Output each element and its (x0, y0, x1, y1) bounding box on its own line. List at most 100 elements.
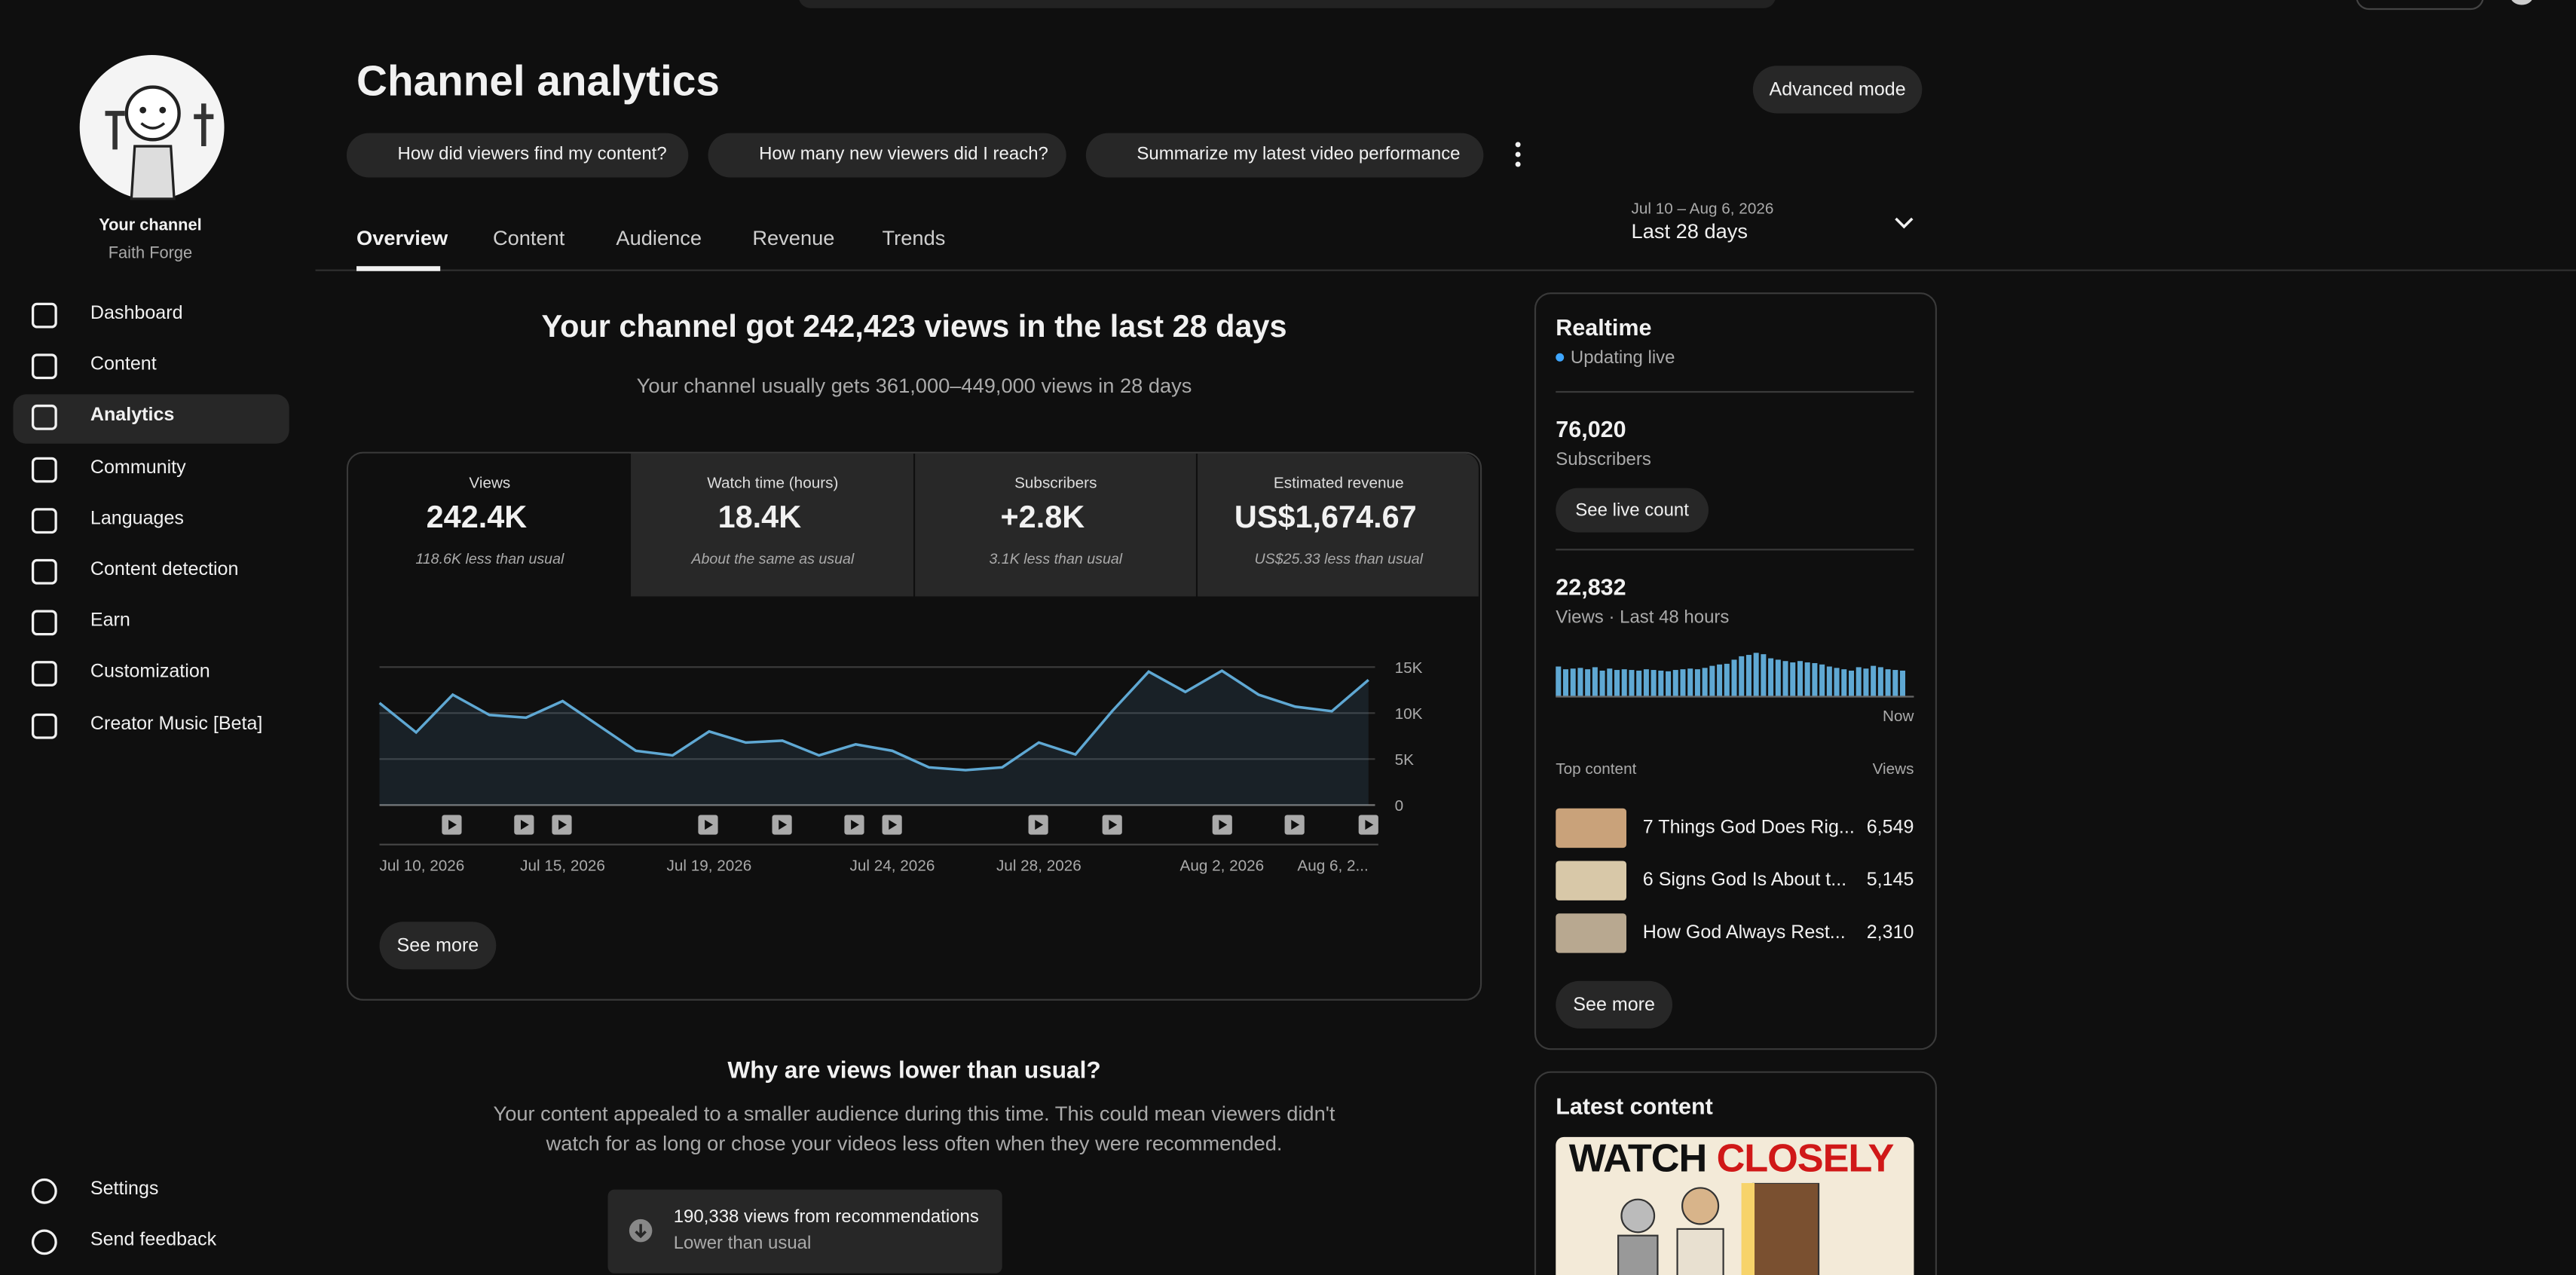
see-more-button[interactable]: See more (1556, 980, 1673, 1029)
latest-title: Latest content (1556, 1092, 1713, 1119)
nav-item[interactable]: Community (90, 458, 186, 479)
metric-label: Watch time (hours) (707, 475, 839, 494)
realtime-bar (1607, 668, 1613, 697)
nav-item[interactable]: Analytics (90, 405, 175, 426)
views-count: 22,832 (1556, 573, 1626, 600)
realtime-bar (1797, 661, 1803, 697)
metric-note: About the same as usual (691, 550, 855, 567)
realtime-bar (1900, 670, 1906, 697)
nav-icon (31, 457, 57, 483)
tab[interactable]: Revenue (752, 226, 835, 250)
realtime-bar (1629, 670, 1635, 697)
nav-item[interactable]: Creator Music [Beta] (90, 714, 263, 735)
line (378, 669, 1369, 772)
nav-item[interactable]: Dashboard (90, 304, 183, 324)
nav-item[interactable]: Content (90, 354, 157, 375)
account-avatar[interactable] (2510, 0, 2534, 5)
more-menu[interactable] (1508, 139, 1528, 169)
nav-item[interactable]: Languages (90, 509, 184, 530)
x-tick-label: Jul 15, 2026 (520, 858, 605, 875)
x-tick-label: Aug 2, 2026 (1180, 858, 1265, 875)
y-tick-label: 10K (1395, 705, 1423, 723)
suggestion-text[interactable]: How many new viewers did I reach? (759, 144, 1048, 165)
latest-thumbnail[interactable]: WATCH CLOSELY (1556, 1136, 1914, 1275)
nav-item[interactable]: Customization (90, 662, 210, 682)
nav-icon (31, 353, 57, 380)
tab[interactable]: Trends (882, 226, 946, 250)
metric-note: US$25.33 less than usual (1254, 550, 1424, 567)
realtime-bar (1804, 662, 1810, 697)
nav-item[interactable]: Earn (90, 611, 130, 631)
realtime-bar (1577, 668, 1583, 697)
top-thumbnail[interactable] (1556, 913, 1627, 953)
metric-card[interactable] (348, 453, 630, 597)
suggestion-chip[interactable] (1085, 133, 1484, 178)
live-count-button[interactable]: See live count (1556, 488, 1709, 533)
metric-card[interactable] (1197, 453, 1479, 597)
suggestion-text[interactable]: Summarize my latest video performance (1137, 144, 1461, 165)
divider (1556, 549, 1914, 551)
realtime-bar (1775, 659, 1781, 697)
video-marker-play (1291, 820, 1300, 830)
metric-card[interactable] (631, 453, 913, 597)
footer-item[interactable]: Send feedback (90, 1231, 217, 1251)
video-marker-play (1219, 820, 1228, 830)
nav-item[interactable]: Content detection (90, 560, 239, 580)
period-dropdown[interactable] (1892, 216, 1916, 232)
y-tick-label: 5K (1395, 751, 1415, 769)
realtime-bar (1790, 662, 1796, 697)
realtime-bar (1643, 669, 1649, 697)
tab[interactable]: Audience (616, 226, 702, 250)
realtime-bar (1658, 670, 1664, 697)
top-title[interactable]: 7 Things God Does Rig... (1642, 818, 1855, 839)
realtime-bar (1570, 668, 1576, 697)
nav-icon (31, 661, 57, 686)
realtime-title: Realtime (1556, 313, 1652, 341)
nav-icon (31, 610, 57, 636)
top-title[interactable]: How God Always Rest... (1642, 923, 1846, 943)
realtime-bar (1556, 666, 1562, 697)
realtime-bar (1709, 665, 1715, 697)
latest-card (1534, 1071, 1937, 1275)
video-marker-play (558, 820, 568, 830)
realtime-bar (1812, 662, 1818, 697)
video-marker-play (1035, 820, 1044, 830)
realtime-bar (1834, 668, 1840, 697)
realtime-bar (1599, 670, 1605, 697)
suggestion-chip[interactable] (346, 133, 689, 178)
see-more-button[interactable]: See more (379, 922, 497, 970)
tab[interactable]: Content (492, 226, 565, 250)
why-body-line: Your content appealed to a smaller audie… (493, 1102, 1335, 1126)
down-icon (629, 1218, 653, 1243)
period[interactable]: Last 28 days (1631, 220, 1748, 243)
realtime-bar (1731, 659, 1737, 697)
realtime-bar (1562, 669, 1568, 697)
metric-card[interactable] (914, 453, 1196, 597)
realtime-bar (1739, 656, 1745, 697)
suggestion-text[interactable]: How did viewers find my content? (397, 144, 667, 165)
realtime-bar (1614, 670, 1620, 697)
divider (315, 269, 2576, 271)
realtime-bar (1651, 670, 1657, 697)
top-title[interactable]: 6 Signs God Is About t... (1642, 870, 1847, 891)
thumb-word: CLOSELY (1716, 1136, 1895, 1182)
top-thumbnail[interactable] (1556, 861, 1627, 900)
subscriber-label: Subscribers (1556, 450, 1651, 470)
realtime-bar (1621, 669, 1627, 697)
why-title: Why are views lower than usual? (727, 1058, 1101, 1085)
footer-item[interactable]: Settings (90, 1179, 159, 1200)
advanced-mode-button[interactable]: Advanced mode (1752, 66, 1923, 114)
nav-icon (31, 558, 57, 585)
video-marker-play (889, 820, 898, 830)
suggestion-chip[interactable] (708, 133, 1066, 178)
tab[interactable]: Overview (356, 226, 448, 250)
channel-avatar[interactable] (79, 54, 225, 200)
realtime-bar (1753, 653, 1759, 697)
search-bar[interactable] (798, 0, 1776, 8)
now-label: Now (1883, 708, 1914, 726)
top-thumbnail[interactable] (1556, 808, 1627, 848)
nav-highlight (13, 394, 289, 444)
x-tick-label: Aug 6, 2... (1297, 858, 1368, 875)
realtime-bar (1585, 669, 1591, 697)
